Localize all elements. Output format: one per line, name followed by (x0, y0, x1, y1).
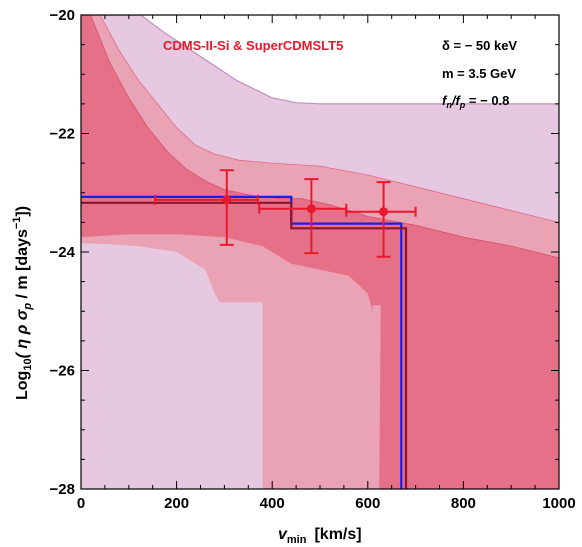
data-points (154, 169, 417, 258)
data-point-2 (258, 178, 348, 255)
inner-band-edge (81, 15, 559, 259)
x-tick-label: 200 (164, 495, 189, 512)
data-point-1 (154, 169, 259, 246)
mid-band-edge (81, 15, 559, 223)
y-tick-label: −24 (50, 244, 76, 261)
mid-band-notch (372, 305, 381, 489)
confidence-bands (81, 15, 559, 489)
y-tick-label: −20 (50, 7, 75, 24)
data-point-marker (306, 204, 316, 214)
annotation-mass: m = 3.5 GeV (442, 66, 516, 81)
limit-line-darkred (81, 201, 408, 489)
data-point-marker (379, 207, 389, 217)
x-tick-label: 0 (77, 495, 85, 512)
x-axis-title: vmin [km/s] (278, 526, 362, 546)
y-axis-title: Log10( η ρ σp / m [days−1]) (11, 206, 34, 400)
data-point-marker (222, 195, 232, 205)
x-tick-label: 400 (260, 495, 285, 512)
chart-title: CDMS-II-Si & SuperCDMSLT5 (163, 38, 343, 53)
outer-band-edge (81, 15, 559, 105)
x-tick-label: 800 (451, 495, 476, 512)
x-tick-label: 1000 (542, 495, 575, 512)
y-tick-label: −26 (50, 363, 75, 380)
inner-band (81, 15, 559, 489)
axis-ticks: 0 200 400 600 800 1000 −28 −26 −24 −22 −20 (50, 7, 576, 512)
x-tick-label: 600 (355, 495, 380, 512)
y-tick-label: −28 (50, 481, 75, 498)
annotation-delta: δ = − 50 keV (442, 38, 517, 53)
data-point-3 (345, 181, 417, 258)
y-tick-label: −22 (50, 126, 75, 143)
annotation-ratio: fn/fp = − 0.8 (442, 93, 509, 110)
limit-lines (81, 195, 408, 489)
